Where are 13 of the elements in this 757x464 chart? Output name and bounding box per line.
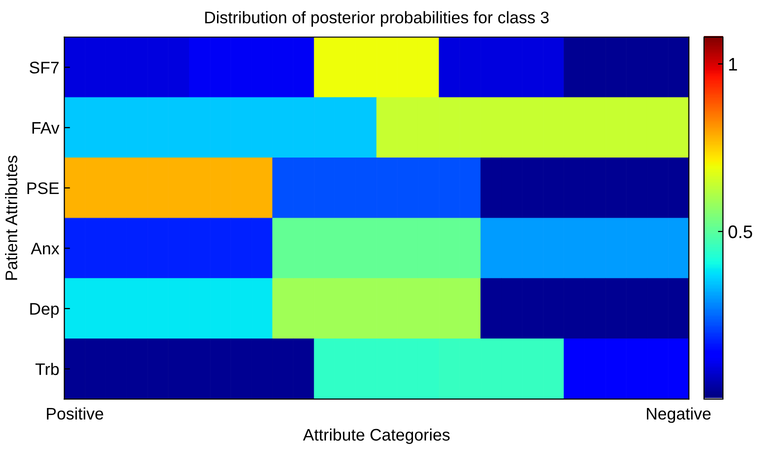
y-tick-label: FAv xyxy=(32,122,60,134)
x-tick-label: Positive xyxy=(46,407,104,420)
color-bar-label: 1 xyxy=(729,58,737,70)
y-tick-label: Dep xyxy=(30,303,59,318)
color-bar-label: 0.5 xyxy=(728,225,752,238)
y-tick-label: PSE xyxy=(28,182,59,194)
y-tick-label: Anx xyxy=(30,242,60,254)
x-tick-label: Negative xyxy=(646,407,711,423)
y-axis-title: Patient Attributes xyxy=(5,156,18,280)
y-tick-label: SF7 xyxy=(30,62,59,74)
y-tick-label: Trb xyxy=(35,362,59,376)
chart-title: Distribution of posterior probabilities for class 3 xyxy=(205,11,549,27)
x-axis-title: Attribute Categories xyxy=(302,428,450,444)
